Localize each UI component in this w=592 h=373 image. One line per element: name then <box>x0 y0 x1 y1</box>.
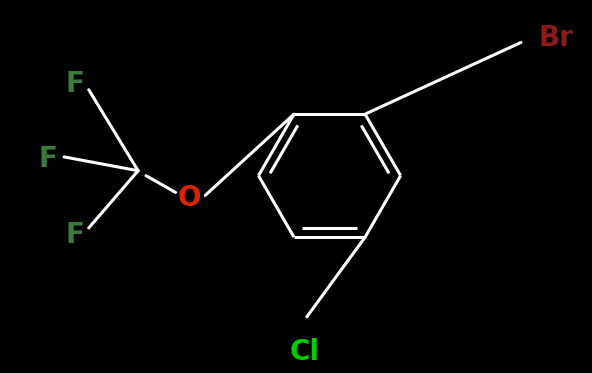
Text: F: F <box>66 70 85 98</box>
Text: F: F <box>66 221 85 249</box>
Text: O: O <box>178 184 201 212</box>
Text: Cl: Cl <box>290 338 320 367</box>
Text: F: F <box>39 145 58 173</box>
Text: Br: Br <box>539 23 574 51</box>
